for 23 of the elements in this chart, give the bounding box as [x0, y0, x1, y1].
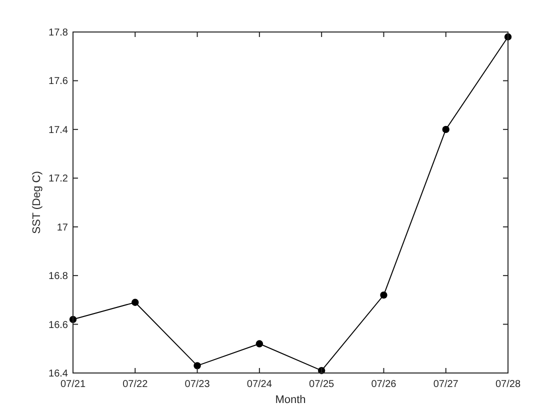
y-tick-label: 17 [56, 222, 68, 234]
y-tick-label: 17.4 [48, 124, 68, 136]
x-tick-label: 07/24 [246, 379, 272, 390]
point [132, 298, 139, 306]
y-tick-label: 16.4 [48, 368, 68, 380]
y-tick-label: 17.8 [48, 28, 68, 38]
x-tick-label: 07/27 [433, 379, 459, 390]
x-axis-title: Month [275, 394, 306, 406]
x-tick-label: 07/26 [371, 379, 397, 390]
x-tick-label: 07/25 [309, 379, 335, 390]
y-tick-label: 17.2 [48, 174, 68, 185]
point [442, 126, 450, 134]
x-tick-label: 07/23 [184, 379, 210, 390]
y-axis-title: SST (Deg C) [31, 171, 43, 234]
point [194, 362, 201, 370]
x-tick-label: 07/22 [122, 379, 148, 390]
point [380, 291, 388, 299]
point [256, 340, 264, 348]
x-tick-label: 07/21 [60, 379, 86, 390]
y-tick-label: 16.8 [48, 271, 68, 282]
y-tick-label: 16.6 [48, 320, 68, 331]
x-tick-label: 07/28 [495, 379, 521, 390]
y-tick-label: 17.6 [48, 76, 68, 88]
